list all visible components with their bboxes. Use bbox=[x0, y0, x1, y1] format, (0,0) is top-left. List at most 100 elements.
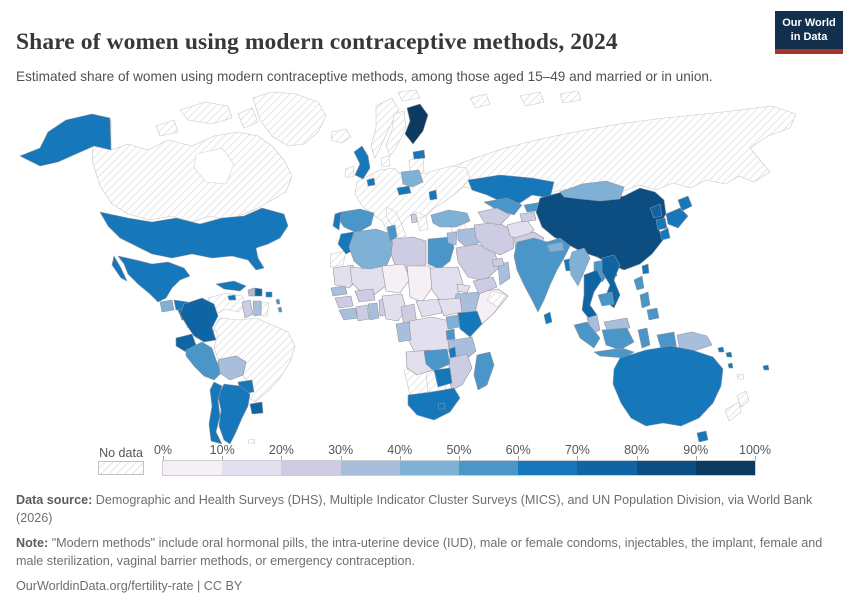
region-burkina-faso[interactable] bbox=[354, 288, 376, 303]
region-estonia[interactable] bbox=[412, 149, 426, 160]
region-south-sudan[interactable] bbox=[437, 297, 463, 317]
region-greenland[interactable] bbox=[252, 91, 327, 147]
region-moldova[interactable] bbox=[428, 189, 438, 201]
region-belgium[interactable] bbox=[366, 177, 376, 187]
region-french-guiana[interactable] bbox=[260, 301, 270, 317]
region-ireland[interactable] bbox=[344, 165, 355, 178]
region-central-african-republic[interactable] bbox=[415, 298, 443, 318]
region-kenya[interactable] bbox=[457, 310, 483, 338]
legend-bin-10-20[interactable] bbox=[222, 461, 282, 475]
region-south-korea[interactable] bbox=[655, 217, 668, 231]
region-south-africa[interactable] bbox=[407, 387, 461, 421]
legend-bin-20-30[interactable] bbox=[281, 461, 341, 475]
region-colombia[interactable] bbox=[179, 297, 219, 343]
region-tunisia[interactable] bbox=[386, 224, 398, 242]
region-rwanda-burundi[interactable] bbox=[445, 328, 456, 341]
region-alaska[interactable] bbox=[19, 113, 112, 167]
region-japan[interactable] bbox=[659, 195, 693, 241]
legend-bin-60-70[interactable] bbox=[518, 461, 578, 475]
region-denmark[interactable] bbox=[380, 155, 391, 168]
region-kazakhstan[interactable] bbox=[467, 174, 555, 206]
region-greece[interactable] bbox=[416, 215, 429, 232]
region-india[interactable] bbox=[513, 237, 571, 313]
region-zimbabwe[interactable] bbox=[433, 367, 453, 388]
region-albania[interactable] bbox=[410, 213, 418, 224]
region-australia[interactable] bbox=[612, 345, 724, 427]
region-sierra-leone-liberia[interactable] bbox=[338, 307, 359, 321]
region-haiti[interactable] bbox=[247, 287, 256, 297]
legend-bin-30-40[interactable] bbox=[340, 461, 400, 475]
region-zambia[interactable] bbox=[423, 348, 451, 372]
legend-bin-50-60[interactable] bbox=[459, 461, 519, 475]
region-chile[interactable] bbox=[208, 381, 223, 444]
region-yemen[interactable] bbox=[472, 276, 498, 295]
legend-bin-70-80[interactable] bbox=[577, 461, 637, 475]
region-jamaica[interactable] bbox=[227, 294, 237, 301]
region-senegal[interactable] bbox=[330, 285, 348, 297]
region-north-korea[interactable] bbox=[649, 203, 663, 219]
region-italy[interactable] bbox=[385, 206, 407, 239]
citation-link[interactable]: OurWorldinData.org/fertility-rate | CC B… bbox=[16, 578, 243, 593]
region-uae-qatar[interactable] bbox=[491, 257, 505, 268]
region-uk[interactable] bbox=[353, 145, 371, 180]
region-vanuatu[interactable] bbox=[727, 362, 734, 369]
region-czechia[interactable] bbox=[396, 185, 412, 196]
region-sri-lanka[interactable] bbox=[543, 311, 553, 325]
legend-bin-40-50[interactable] bbox=[399, 461, 460, 475]
region-uruguay[interactable] bbox=[249, 401, 264, 415]
region-western-sahara[interactable] bbox=[329, 250, 347, 268]
region-peru[interactable] bbox=[185, 341, 223, 381]
region-uganda[interactable] bbox=[445, 314, 461, 330]
region-sweden[interactable] bbox=[385, 110, 407, 157]
region-gabon-congo[interactable] bbox=[395, 321, 412, 343]
region-lesser-antilles[interactable] bbox=[275, 298, 283, 313]
region-solomon-islands[interactable] bbox=[717, 346, 733, 358]
owid-logo[interactable]: Our World in Data bbox=[775, 11, 843, 54]
region-norway[interactable] bbox=[370, 97, 400, 159]
region-spain[interactable] bbox=[337, 208, 375, 234]
region-ghana[interactable] bbox=[367, 302, 380, 321]
region-chad[interactable] bbox=[406, 265, 433, 303]
region-new-caledonia[interactable] bbox=[736, 373, 745, 380]
region-mexico[interactable] bbox=[111, 255, 191, 303]
region-tasmania[interactable] bbox=[696, 430, 709, 443]
region-mali[interactable] bbox=[349, 265, 388, 296]
region-suriname[interactable] bbox=[252, 300, 262, 317]
region-niger[interactable] bbox=[381, 263, 411, 294]
region-canada[interactable] bbox=[91, 119, 293, 223]
region-poland[interactable] bbox=[400, 169, 424, 188]
region-argentina[interactable] bbox=[217, 383, 251, 444]
region-nepal[interactable] bbox=[546, 241, 565, 253]
region-russia[interactable] bbox=[429, 90, 797, 194]
region-bolivia[interactable] bbox=[217, 355, 247, 381]
region-ivory-coast[interactable] bbox=[355, 304, 370, 322]
region-tajikistan[interactable] bbox=[519, 211, 537, 223]
region-oman[interactable] bbox=[497, 261, 511, 286]
region-iceland[interactable] bbox=[330, 128, 352, 144]
region-jordan-israel[interactable] bbox=[446, 231, 458, 246]
legend-bin-0-10[interactable] bbox=[163, 461, 223, 475]
region-turkmenistan[interactable] bbox=[477, 207, 511, 226]
region-taiwan[interactable] bbox=[641, 263, 650, 275]
region-brazil[interactable] bbox=[213, 317, 296, 403]
region-fiji[interactable] bbox=[762, 364, 770, 371]
region-usa[interactable] bbox=[99, 207, 289, 271]
region-dominican-republic[interactable] bbox=[254, 287, 263, 297]
region-portugal[interactable] bbox=[332, 211, 342, 231]
region-mozambique[interactable] bbox=[447, 353, 473, 391]
region-madagascar[interactable] bbox=[473, 351, 495, 391]
region-guatemala[interactable] bbox=[159, 299, 175, 313]
region-lesotho[interactable] bbox=[437, 402, 446, 410]
region-guinea[interactable] bbox=[334, 295, 354, 309]
legend-bin-90-100[interactable] bbox=[695, 461, 756, 475]
region-mongolia[interactable] bbox=[559, 180, 625, 202]
region-guyana[interactable] bbox=[241, 299, 254, 319]
region-philippines[interactable] bbox=[633, 275, 660, 321]
region-turkey[interactable] bbox=[430, 209, 471, 228]
region-thailand[interactable] bbox=[581, 269, 603, 321]
region-new-zealand[interactable] bbox=[724, 390, 750, 422]
region-finland[interactable] bbox=[404, 103, 429, 145]
region-cuba[interactable] bbox=[215, 280, 247, 292]
region-puerto-rico[interactable] bbox=[265, 291, 273, 298]
region-cambodia[interactable] bbox=[597, 291, 615, 307]
